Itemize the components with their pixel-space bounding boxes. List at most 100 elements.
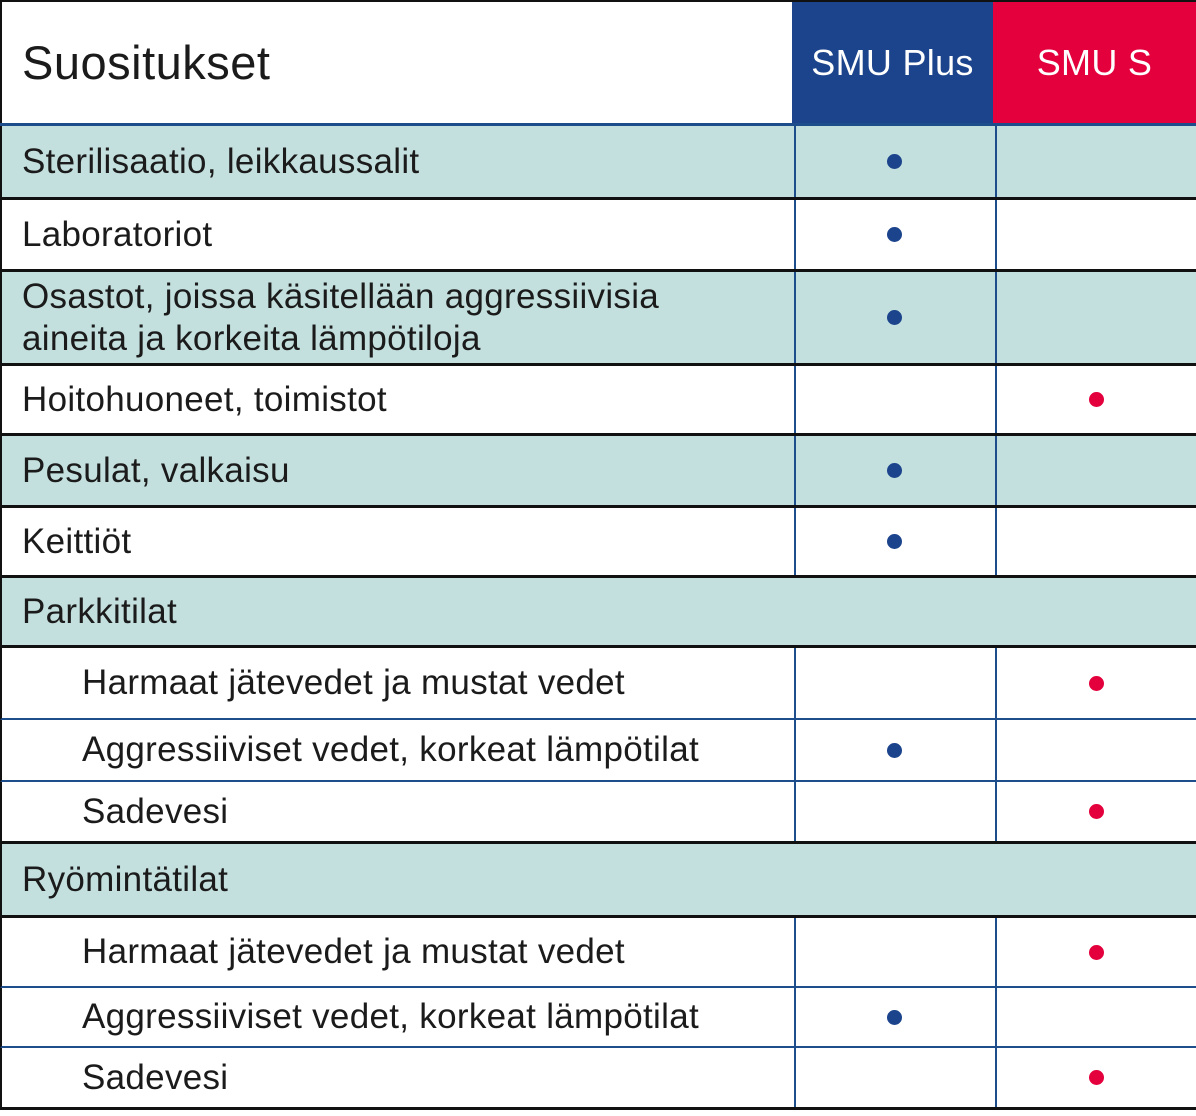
row-label-cell: Aggressiiviset vedet, korkeat lämpötilat — [2, 720, 794, 780]
column-divider — [995, 436, 997, 505]
table-title: Suositukset — [22, 36, 271, 89]
column-divider — [794, 126, 796, 197]
column-divider — [995, 1048, 997, 1107]
table-row: Harmaat jätevedet ja mustat vedet — [0, 918, 1196, 988]
row-label-line: aineita ja korkeita lämpötiloja — [22, 318, 481, 358]
column-divider — [995, 918, 997, 986]
smu-s-cell — [995, 126, 1196, 197]
table-row: Aggressiiviset vedet, korkeat lämpötilat — [0, 720, 1196, 782]
column-divider — [995, 648, 997, 718]
table-row: Hoitohuoneet, toimistot — [0, 366, 1196, 436]
row-label-cell: Harmaat jätevedet ja mustat vedet — [2, 918, 794, 986]
row-label-cell: Osastot, joissa käsitellään aggressiivis… — [2, 272, 794, 363]
column-divider — [995, 508, 997, 575]
column-divider — [995, 200, 997, 269]
table-row: Osastot, joissa käsitellään aggressiivis… — [0, 272, 1196, 366]
column-divider — [995, 126, 997, 197]
smu-plus-cell — [794, 508, 995, 575]
smu-s-cell — [995, 366, 1196, 433]
row-label: Pesulat, valkaisu — [22, 450, 290, 490]
column-divider — [794, 782, 796, 841]
smu-s-cell — [995, 200, 1196, 269]
smu-s-dot-icon — [1089, 392, 1104, 407]
row-label-cell: Sadevesi — [2, 1048, 794, 1107]
smu-plus-dot-icon — [887, 1009, 902, 1025]
row-label: Aggressiiviset vedet, korkeat lämpötilat — [82, 997, 699, 1036]
row-label-cell: Pesulat, valkaisu — [2, 436, 794, 505]
table-row: Sadevesi — [0, 782, 1196, 844]
column-divider — [995, 272, 997, 363]
row-label-cell: Harmaat jätevedet ja mustat vedet — [2, 648, 794, 718]
smu-plus-cell — [794, 918, 995, 986]
row-label: Aggressiiviset vedet, korkeat lämpötilat — [82, 730, 699, 769]
row-label-cell: Aggressiiviset vedet, korkeat lämpötilat — [2, 988, 794, 1046]
smu-plus-cell — [794, 126, 995, 197]
column-divider — [794, 436, 796, 505]
column-divider — [794, 918, 796, 986]
smu-s-cell — [995, 1048, 1196, 1107]
row-label: Parkkitilat — [22, 591, 178, 631]
table-row: Keittiöt — [0, 508, 1196, 578]
table-row: Harmaat jätevedet ja mustat vedet — [0, 648, 1196, 720]
smu-s-cell — [995, 508, 1196, 575]
smu-s-cell — [995, 272, 1196, 363]
smu-plus-cell — [794, 648, 995, 718]
row-label-cell: Sadevesi — [2, 782, 794, 841]
smu-s-cell — [995, 988, 1196, 1046]
row-label-cell: Ryömintätilat — [2, 844, 794, 915]
row-label: Osastot, joissa käsitellään aggressiivis… — [22, 276, 659, 360]
smu-s-cell — [995, 782, 1196, 841]
smu-s-dot-icon — [1089, 675, 1104, 691]
smu-s-cell — [995, 918, 1196, 986]
smu-plus-dot-icon — [887, 534, 902, 549]
smu-plus-cell — [794, 200, 995, 269]
column-divider — [794, 720, 796, 780]
smu-plus-cell — [794, 988, 995, 1046]
smu-s-dot-icon — [1089, 804, 1104, 819]
column-divider — [794, 988, 796, 1046]
table-header: Suositukset SMU Plus SMU S — [0, 0, 1196, 126]
row-label-line: Osastot, joissa käsitellään aggressiivis… — [22, 276, 660, 316]
smu-s-cell — [995, 436, 1196, 505]
header-smu-plus-cell: SMU Plus — [792, 2, 993, 123]
row-label: Sterilisaatio, leikkaussalit — [22, 141, 420, 181]
smu-plus-cell — [794, 366, 995, 433]
column-divider — [794, 366, 796, 433]
table-row: Sadevesi — [0, 1048, 1196, 1110]
smu-plus-cell — [794, 720, 995, 780]
column-divider — [995, 720, 997, 780]
row-label: Sadevesi — [82, 1057, 229, 1097]
row-label: Ryömintätilat — [22, 859, 229, 899]
header-title-cell: Suositukset — [0, 2, 792, 123]
row-label-cell: Parkkitilat — [2, 578, 794, 645]
row-label: Hoitohuoneet, toimistot — [22, 379, 387, 419]
row-label: Keittiöt — [22, 521, 132, 561]
row-label-cell: Laboratoriot — [2, 200, 794, 269]
row-label-cell: Keittiöt — [2, 508, 794, 575]
row-label: Sadevesi — [82, 791, 229, 831]
column-divider — [794, 648, 796, 718]
row-label-cell: Sterilisaatio, leikkaussalit — [2, 126, 794, 197]
table-row: Laboratoriot — [0, 200, 1196, 272]
column-divider — [995, 366, 997, 433]
row-label-cell: Hoitohuoneet, toimistot — [2, 366, 794, 433]
column-header-smu-s: SMU S — [1036, 41, 1153, 83]
header-smu-s-cell: SMU S — [993, 2, 1196, 123]
smu-plus-cell — [794, 272, 995, 363]
smu-s-dot-icon — [1089, 944, 1104, 960]
smu-s-cell — [995, 720, 1196, 780]
row-label: Harmaat jätevedet ja mustat vedet — [82, 932, 625, 971]
smu-s-cell — [995, 648, 1196, 718]
smu-plus-cell — [794, 436, 995, 505]
column-divider — [995, 782, 997, 841]
smu-plus-dot-icon — [887, 154, 902, 169]
smu-plus-dot-icon — [887, 227, 902, 242]
smu-plus-cell — [794, 782, 995, 841]
smu-plus-dot-icon — [887, 742, 902, 758]
row-label: Harmaat jätevedet ja mustat vedet — [82, 663, 625, 702]
table-row: Aggressiiviset vedet, korkeat lämpötilat — [0, 988, 1196, 1048]
table-row: Sterilisaatio, leikkaussalit — [0, 126, 1196, 200]
column-divider — [794, 1048, 796, 1107]
smu-plus-dot-icon — [887, 463, 902, 478]
